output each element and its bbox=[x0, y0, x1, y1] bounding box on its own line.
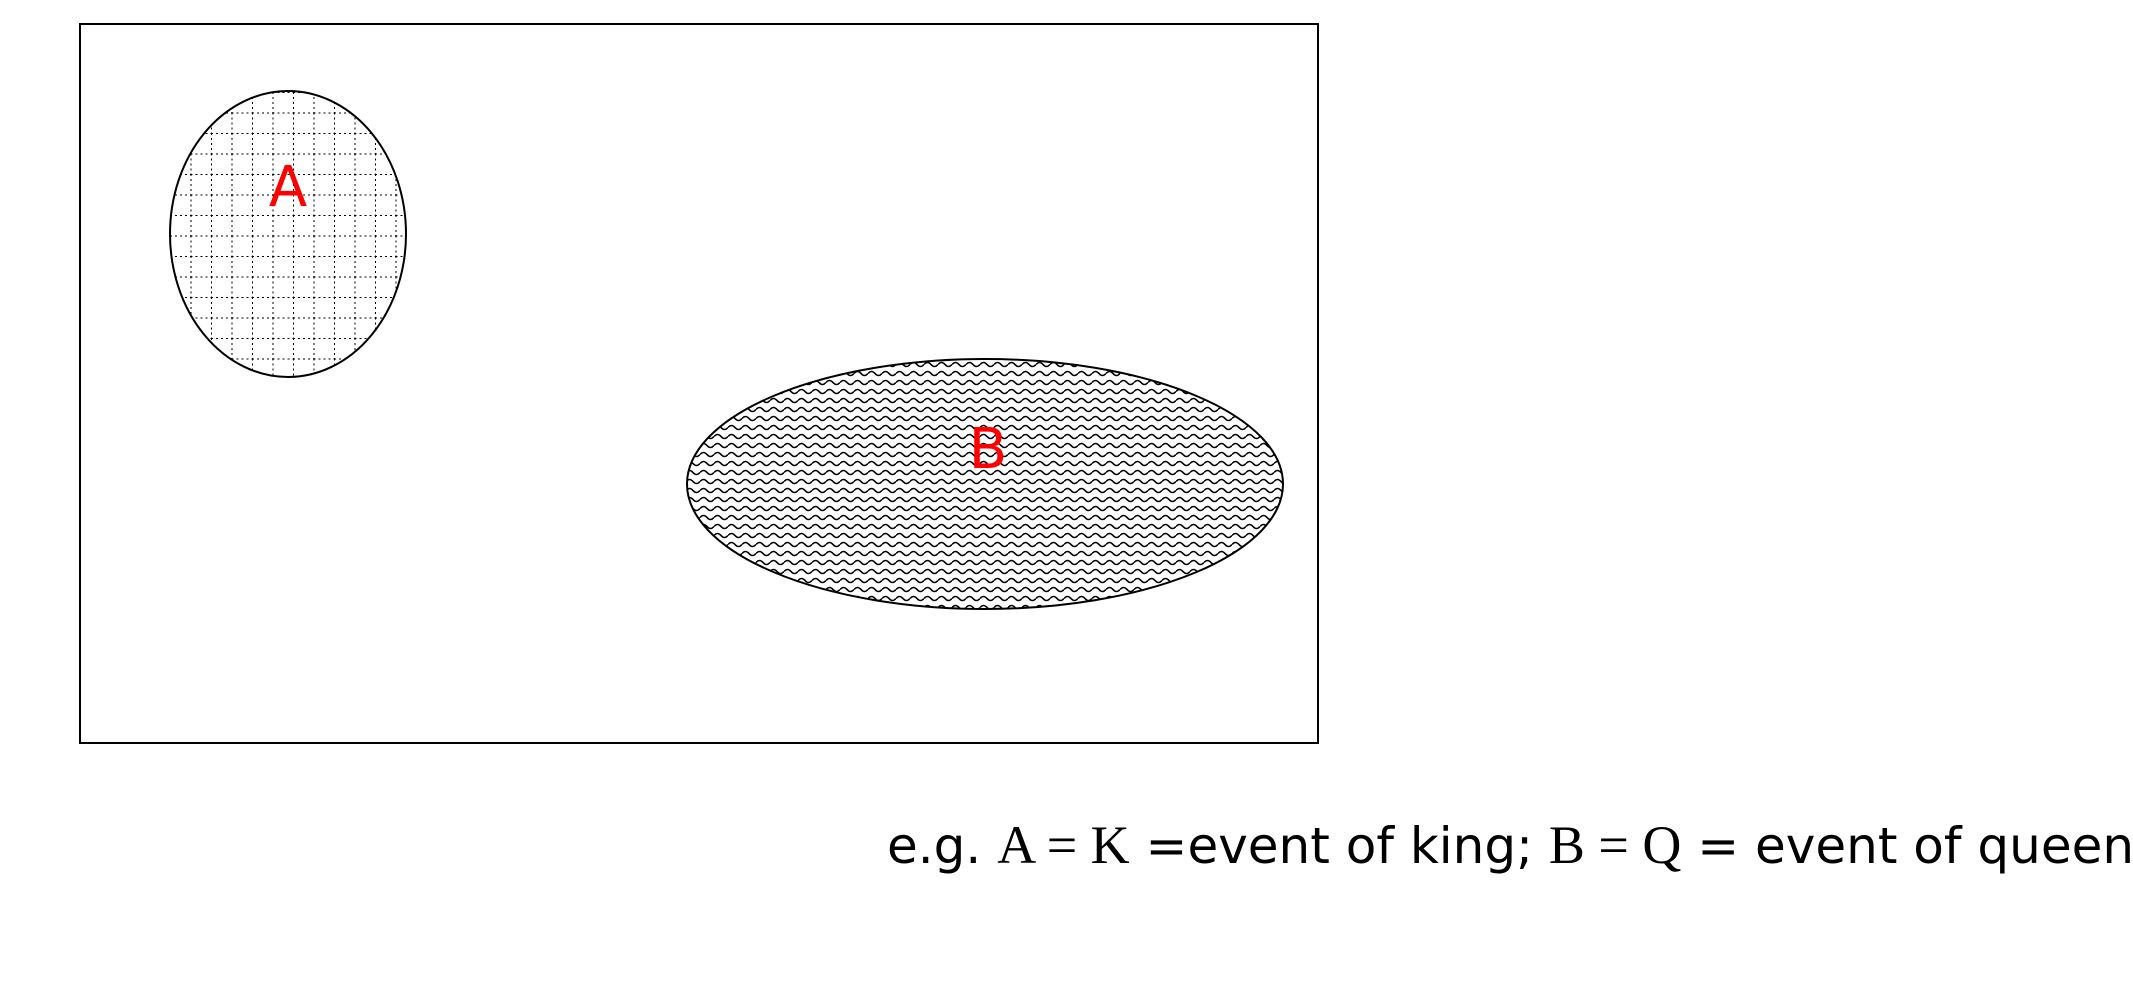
caption-b-text: = event of queen bbox=[1681, 817, 2133, 875]
set-b-ellipse bbox=[686, 358, 1284, 610]
caption: e.g. A = K =event of king; B = Q = event… bbox=[887, 818, 2133, 872]
caption-a-text: =event of king; bbox=[1129, 817, 1549, 875]
caption-prefix: e.g. bbox=[887, 817, 998, 875]
set-a-label: A bbox=[269, 155, 307, 220]
caption-a-symbol: A = K bbox=[997, 815, 1130, 875]
caption-b-symbol: B = Q bbox=[1548, 815, 1682, 875]
set-a-ellipse bbox=[169, 90, 407, 378]
set-b-label: B bbox=[969, 417, 1007, 482]
